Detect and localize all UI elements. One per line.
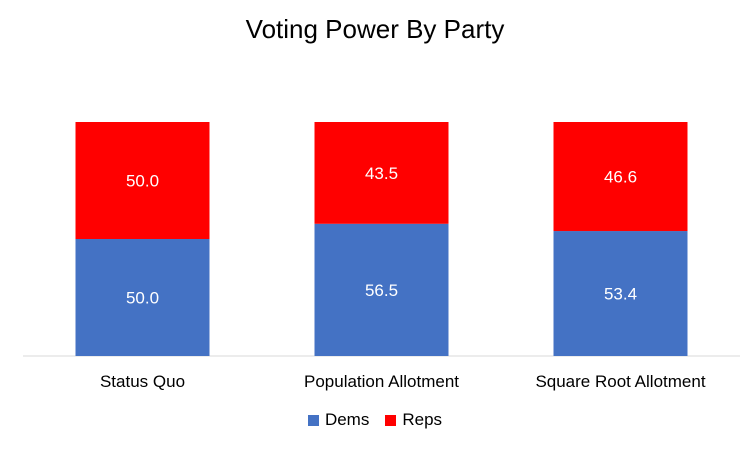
data-label-dems-1: 56.5 <box>365 281 398 300</box>
bar-reps-2 <box>553 122 688 232</box>
legend-label-reps: Reps <box>402 410 443 429</box>
legend-item-reps: Reps <box>385 410 442 430</box>
bar-reps-0 <box>75 122 210 239</box>
legend: Dems Reps <box>0 410 750 430</box>
data-label-reps-0: 50.0 <box>126 172 159 191</box>
chart-title: Voting Power By Party <box>245 14 505 44</box>
legend-label-dems: Dems <box>324 410 370 429</box>
data-label-dems-2: 53.4 <box>604 285 637 304</box>
bar-reps-1 <box>314 122 449 224</box>
bar-dems-0 <box>75 239 210 356</box>
x-tick-label-0: Status Quo <box>100 372 185 391</box>
legend-swatch-reps <box>385 414 397 426</box>
data-label-reps-2: 46.6 <box>604 168 637 187</box>
x-tick-label-2: Square Root Allotment <box>535 372 705 391</box>
bar-dems-2 <box>553 231 688 356</box>
bar-dems-1 <box>314 223 449 356</box>
legend-swatch-dems <box>307 414 319 426</box>
data-label-dems-0: 50.0 <box>126 289 159 308</box>
x-tick-label-1: Population Allotment <box>304 372 459 391</box>
legend-item-dems: Dems <box>307 410 370 430</box>
data-label-reps-1: 43.5 <box>365 164 398 183</box>
